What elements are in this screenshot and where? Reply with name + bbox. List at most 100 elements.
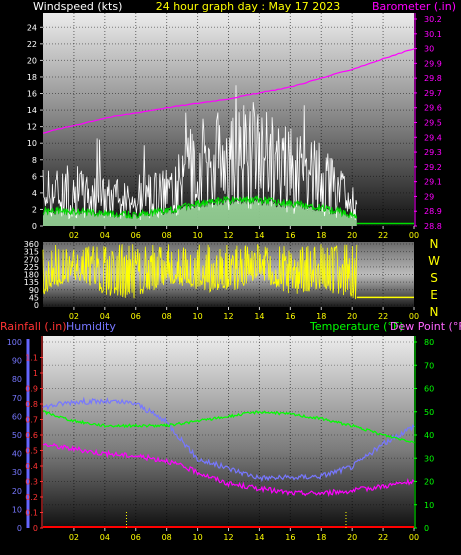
compass-letter: E — [430, 288, 438, 302]
wind-y-tick-label: 6 — [32, 172, 37, 181]
baro-y-tick-label: 29.7 — [424, 89, 442, 98]
baro-y-tick-label: 29.5 — [424, 119, 442, 128]
wind-x-tick-label: 08 — [162, 231, 172, 240]
wind-y-tick-label: 20 — [27, 56, 37, 65]
temp-y-tick-label: 60 — [424, 385, 434, 394]
temp-y-tick-label: 70 — [424, 361, 434, 370]
wind-x-tick-label: 18 — [316, 231, 326, 240]
wind-y-tick-label: 22 — [27, 40, 37, 49]
wind-axis-label: Windspeed (kts) — [33, 0, 122, 13]
direction-y-tick-label: 270 — [24, 255, 39, 264]
baro-y-tick-label: 29.2 — [424, 163, 442, 172]
temp-x-tick-label: 10 — [192, 533, 202, 542]
wind-x-tick-label: 12 — [223, 231, 233, 240]
humidity-y-tick-label: 80 — [12, 375, 22, 384]
rain-y-tick-label: 1 — [33, 369, 38, 378]
humidity-line — [42, 396, 415, 483]
temp-y-tick-label: 80 — [424, 338, 434, 347]
rain-y-tick-label: 0.2 — [25, 493, 38, 502]
humidity-axis-label: Humidity — [66, 320, 116, 333]
direction-x-tick-label: 00 — [409, 312, 419, 321]
direction-x-tick-label: 04 — [100, 312, 110, 321]
baro-y-tick-label: 29.1 — [424, 178, 442, 187]
direction-x-tick-label: 12 — [223, 312, 233, 321]
temp-y-tick-label: 10 — [424, 501, 434, 510]
dewpoint-line — [42, 442, 415, 498]
temp-x-tick-label: 00 — [409, 533, 419, 542]
wind-y-tick-label: 12 — [27, 123, 37, 132]
humidity-y-tick-label: 30 — [12, 468, 22, 477]
baro-y-tick-label: 29 — [424, 192, 434, 201]
temp-axis-label: Temperature (°F) — [309, 320, 404, 333]
baro-y-tick-label: 29.6 — [424, 104, 442, 113]
rain-y-tick-label: 0.9 — [25, 385, 38, 394]
baro-y-tick-label: 29.3 — [424, 148, 442, 157]
humidity-y-tick-label: 0 — [17, 524, 22, 533]
humidity-y-tick-label: 10 — [12, 505, 22, 514]
direction-y-tick-label: 315 — [24, 248, 39, 257]
dewpoint-axis-label: Dew Point (°F) — [390, 320, 461, 333]
compass-letter: S — [430, 271, 438, 285]
direction-x-tick-label: 18 — [316, 312, 326, 321]
direction-y-tick-label: 0 — [34, 301, 39, 310]
humidity-y-tick-label: 40 — [12, 450, 22, 459]
direction-y-tick-label: 135 — [24, 278, 39, 287]
temp-x-tick-label: 20 — [347, 533, 357, 542]
temp-y-tick-label: 20 — [424, 478, 434, 487]
baro-y-tick-label: 28.9 — [424, 207, 442, 216]
wind-x-tick-label: 14 — [254, 231, 264, 240]
rain-axis-label: Rainfall (.in) — [0, 320, 67, 333]
baro-y-tick-label: 30 — [424, 45, 434, 54]
direction-x-tick-label: 02 — [69, 312, 79, 321]
wind-y-tick-label: 4 — [32, 189, 37, 198]
temp-y-tick-label: 50 — [424, 408, 434, 417]
compass-letter: N — [430, 305, 439, 319]
barometer-line — [42, 48, 415, 134]
direction-x-tick-label: 22 — [378, 312, 388, 321]
baro-y-tick-label: 28.8 — [424, 222, 442, 231]
wind-y-tick-label: 18 — [27, 73, 37, 82]
compass-letter: N — [430, 237, 439, 251]
direction-x-tick-label: 16 — [285, 312, 295, 321]
direction-y-tick-label: 360 — [24, 240, 39, 249]
humidity-y-tick-label: 20 — [12, 487, 22, 496]
wind-x-tick-label: 16 — [285, 231, 295, 240]
humidity-y-tick-label: 100 — [7, 338, 22, 347]
direction-y-tick-label: 180 — [24, 271, 39, 280]
wind-x-tick-label: 06 — [131, 231, 141, 240]
direction-x-tick-label: 14 — [254, 312, 264, 321]
wind-gust-line — [42, 85, 358, 221]
direction-line — [42, 244, 358, 300]
direction-x-tick-label: 08 — [162, 312, 172, 321]
baro-y-tick-label: 29.8 — [424, 74, 442, 83]
temp-x-tick-label: 14 — [254, 533, 264, 542]
rain-y-tick-label: 0.8 — [25, 400, 38, 409]
humidity-y-tick-label: 70 — [12, 394, 22, 403]
direction-x-tick-label: 20 — [347, 312, 357, 321]
humidity-y-tick-label: 60 — [12, 412, 22, 421]
wind-y-tick-label: 0 — [32, 222, 37, 231]
compass-letter: W — [428, 254, 440, 268]
rain-y-tick-label: 0.3 — [25, 478, 38, 487]
wind-y-tick-label: 24 — [27, 23, 37, 32]
temp-x-tick-label: 04 — [100, 533, 110, 542]
wind-x-tick-label: 00 — [409, 231, 419, 240]
wind-y-tick-label: 14 — [27, 106, 37, 115]
wind-avg-fill — [43, 199, 357, 226]
direction-y-tick-label: 45 — [29, 293, 39, 302]
temp-x-tick-label: 12 — [223, 533, 233, 542]
direction-x-tick-label: 10 — [192, 312, 202, 321]
temp-x-tick-label: 02 — [69, 533, 79, 542]
temp-x-tick-label: 16 — [285, 533, 295, 542]
temp-x-tick-label: 22 — [378, 533, 388, 542]
wind-x-tick-label: 20 — [347, 231, 357, 240]
temp-y-tick-label: 30 — [424, 454, 434, 463]
wind-y-tick-label: 8 — [32, 156, 37, 165]
humidity-y-tick-label: 50 — [12, 431, 22, 440]
wind-y-tick-label: 10 — [27, 139, 37, 148]
direction-y-tick-label: 225 — [24, 263, 39, 272]
rain-y-tick-label: 0.6 — [25, 431, 38, 440]
direction-y-tick-label: 90 — [29, 286, 39, 295]
rain-y-tick-label: 1.1 — [25, 354, 38, 363]
